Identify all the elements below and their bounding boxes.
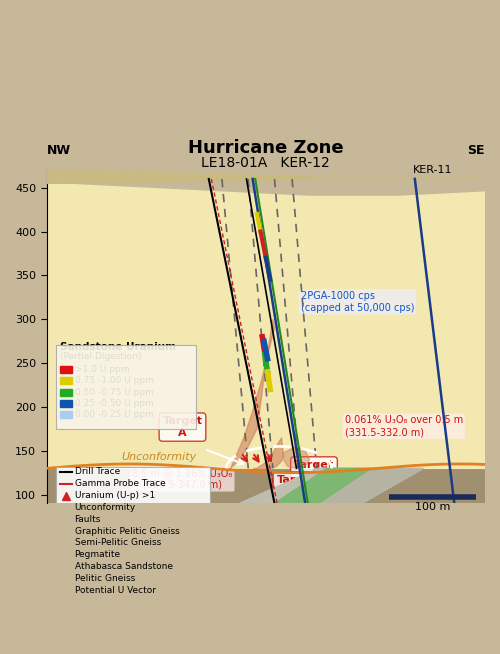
Text: Drill Trace: Drill Trace	[74, 468, 120, 476]
Bar	[56, 466, 210, 600]
Bar	[60, 563, 72, 570]
Text: Semi-Pelitic Gneiss: Semi-Pelitic Gneiss	[74, 538, 161, 547]
Bar	[60, 411, 72, 419]
Text: 0.75 -1.00 U ppm: 0.75 -1.00 U ppm	[74, 376, 154, 385]
Text: LE18-01A   KER-12: LE18-01A KER-12	[202, 156, 330, 170]
Text: 8.5 m @ 1.26% U₃O₈
(338.5-347.0 m): 8.5 m @ 1.26% U₃O₈ (338.5-347.0 m)	[132, 468, 232, 490]
Text: SE: SE	[468, 144, 485, 157]
Text: Gamma Probe Trace: Gamma Probe Trace	[74, 479, 166, 488]
Bar	[60, 575, 72, 582]
Text: 0.061% U₃O₈ over 0.5 m
(331.5-332.0 m): 0.061% U₃O₈ over 0.5 m (331.5-332.0 m)	[344, 415, 463, 437]
Text: Uranium (U-p) >1: Uranium (U-p) >1	[74, 491, 155, 500]
Bar	[60, 377, 72, 384]
Text: 2PGA-1000 cps
(capped at 50,000 cps): 2PGA-1000 cps (capped at 50,000 cps)	[301, 291, 414, 313]
Polygon shape	[226, 319, 274, 473]
Text: NW: NW	[46, 144, 70, 157]
Bar	[60, 366, 72, 373]
Text: 0.50 -0.75 U ppm: 0.50 -0.75 U ppm	[74, 388, 154, 396]
Text: Unconformity: Unconformity	[121, 453, 196, 462]
Text: Faults: Faults	[74, 515, 101, 524]
Text: Graphitic Pelitic Gneiss: Graphitic Pelitic Gneiss	[74, 526, 180, 536]
Text: Hurricane Zone: Hurricane Zone	[188, 139, 344, 157]
Text: Target
A: Target A	[162, 417, 202, 438]
Polygon shape	[46, 183, 485, 468]
Text: Unconformity: Unconformity	[74, 503, 136, 512]
Text: KER-11: KER-11	[412, 165, 452, 175]
Bar	[60, 528, 72, 534]
Text: Athabasca Sandstone: Athabasca Sandstone	[74, 562, 172, 571]
Bar	[60, 540, 72, 546]
Text: 0.00 -0.25 U ppm: 0.00 -0.25 U ppm	[74, 410, 154, 419]
Text: Pegmatite: Pegmatite	[74, 550, 120, 559]
Bar	[60, 388, 72, 396]
Polygon shape	[252, 438, 284, 470]
Text: Target
B: Target B	[294, 460, 334, 482]
Text: Target
C: Target C	[276, 475, 316, 496]
Polygon shape	[46, 170, 485, 183]
Bar	[46, 468, 485, 504]
Polygon shape	[240, 468, 371, 504]
Text: Potential U Vector: Potential U Vector	[74, 586, 156, 594]
Text: 100 m: 100 m	[414, 502, 450, 511]
Text: (Partial Digestion): (Partial Digestion)	[60, 352, 141, 361]
Polygon shape	[257, 468, 424, 504]
Bar	[56, 345, 196, 429]
Text: Sandstone Uranium: Sandstone Uranium	[60, 342, 176, 352]
Polygon shape	[284, 447, 310, 468]
Bar	[60, 551, 72, 559]
Text: Pelitic Gneiss: Pelitic Gneiss	[74, 574, 135, 583]
Text: >1.0 U ppm: >1.0 U ppm	[74, 365, 129, 373]
Bar	[60, 400, 72, 407]
Text: 0.25 -0.50 U ppm: 0.25 -0.50 U ppm	[74, 399, 154, 408]
Polygon shape	[274, 468, 371, 504]
